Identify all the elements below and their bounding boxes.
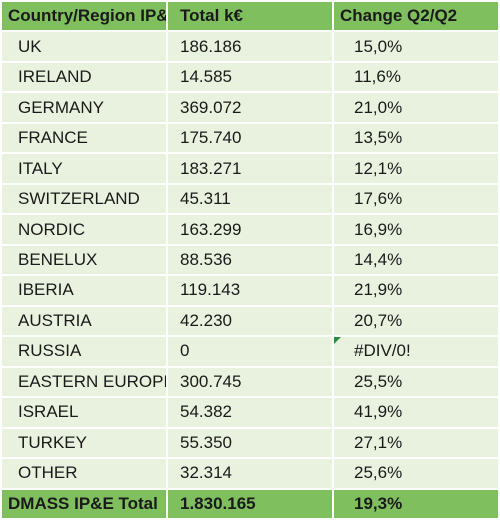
- body-row: SWITZERLAND 45.311 17,6%: [0, 182, 500, 216]
- cell: 300.745: [166, 365, 334, 399]
- body-row: GERMANY 369.072 21,0%: [0, 91, 500, 124]
- cell: FRANCE: [0, 121, 168, 155]
- cell: 175.740: [166, 121, 334, 155]
- cell: 1.830.165: [166, 487, 334, 520]
- cell: 119.143: [166, 274, 334, 307]
- cell: EASTERN EUROPE: [0, 365, 168, 399]
- cell: 21,9%: [332, 274, 500, 307]
- cell: 186.186: [166, 30, 334, 63]
- cell: AUSTRIA: [0, 304, 168, 338]
- total-row: DMASS IP&E Total 1.830.165 19,3%: [0, 487, 500, 520]
- cell: 16,9%: [332, 213, 500, 246]
- cell: 27,1%: [332, 426, 500, 460]
- body-row: FRANCE 175.740 13,5%: [0, 121, 500, 155]
- cell: NORDIC: [0, 213, 168, 246]
- body-row: IBERIA 119.143 21,9%: [0, 274, 500, 307]
- body-row: IRELAND 14.585 11,6%: [0, 60, 500, 94]
- body-row: AUSTRIA 42.230 20,7%: [0, 304, 500, 338]
- body-row: UK 186.186 15,0%: [0, 30, 500, 63]
- cell: BENELUX: [0, 243, 168, 277]
- cell: 55.350: [166, 426, 334, 460]
- cell: RUSSIA: [0, 335, 168, 368]
- cell: 15,0%: [332, 30, 500, 63]
- body-row: ISRAEL 54.382 41,9%: [0, 396, 500, 429]
- cell: IBERIA: [0, 274, 168, 307]
- cell: OTHER: [0, 457, 168, 490]
- cell: UK: [0, 30, 168, 63]
- cell: ISRAEL: [0, 396, 168, 429]
- body-row: OTHER 32.314 25,6%: [0, 457, 500, 490]
- cell: 13,5%: [332, 121, 500, 155]
- head-row: Country/Region IP&E Total k€ Change Q2/Q2: [0, 0, 500, 33]
- cell: 20,7%: [332, 304, 500, 338]
- cell: GERMANY: [0, 91, 168, 124]
- cell: 41,9%: [332, 396, 500, 429]
- cell: 45.311: [166, 182, 334, 216]
- cell: TURKEY: [0, 426, 168, 460]
- cell: 17,6%: [332, 182, 500, 216]
- cell: Change Q2/Q2: [332, 0, 500, 33]
- cell: 14.585: [166, 60, 334, 94]
- cell: 32.314: [166, 457, 334, 490]
- body-row: ITALY 183.271 12,1%: [0, 152, 500, 185]
- body-row: TURKEY 55.350 27,1%: [0, 426, 500, 460]
- cell: Country/Region IP&E: [0, 0, 168, 33]
- cell: 25,6%: [332, 457, 500, 490]
- cell: Total k€: [166, 0, 334, 33]
- cell: SWITZERLAND: [0, 182, 168, 216]
- cell: 11,6%: [332, 60, 500, 94]
- body-row: EASTERN EUROPE 300.745 25,5%: [0, 365, 500, 399]
- cell: 88.536: [166, 243, 334, 277]
- cell: 54.382: [166, 396, 334, 429]
- body-row: NORDIC 163.299 16,9%: [0, 213, 500, 246]
- cell: 183.271: [166, 152, 334, 185]
- cell: 14,4%: [332, 243, 500, 277]
- body-row: RUSSIA 0 #DIV/0!: [0, 335, 500, 368]
- cell: DMASS IP&E Total: [0, 487, 168, 520]
- cell: ITALY: [0, 152, 168, 185]
- cell: 12,1%: [332, 152, 500, 185]
- cell: 0: [166, 335, 334, 368]
- cell: 163.299: [166, 213, 334, 246]
- body-row: BENELUX 88.536 14,4%: [0, 243, 500, 277]
- cell: 369.072: [166, 91, 334, 124]
- cell: 21,0%: [332, 91, 500, 124]
- cell: IRELAND: [0, 60, 168, 94]
- error-indicator: [335, 338, 341, 345]
- cell: 25,5%: [332, 365, 500, 399]
- cell: #DIV/0!: [332, 335, 500, 368]
- cell: 42.230: [166, 304, 334, 338]
- cell: 19,3%: [332, 487, 500, 520]
